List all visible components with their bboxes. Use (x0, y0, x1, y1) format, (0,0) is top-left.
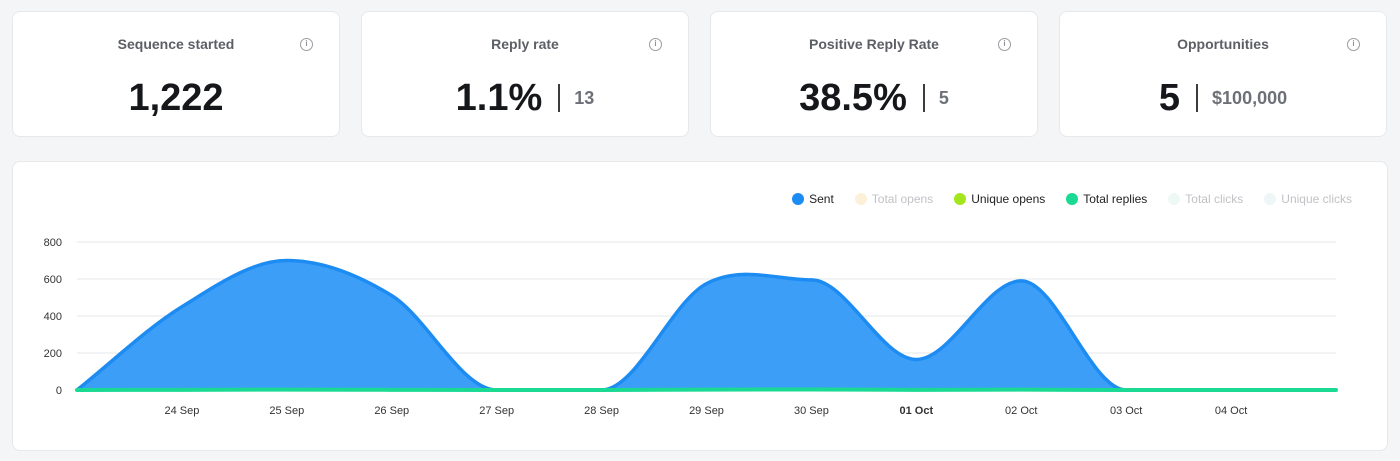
x-tick-label: 30 Sep (794, 405, 829, 417)
legend-dot (1168, 193, 1181, 205)
card-value: 38.5% (799, 77, 907, 119)
legend-item-total-replies[interactable]: Total replies (1066, 192, 1147, 206)
card-value: 5 (1158, 77, 1181, 119)
y-tick-label: 200 (44, 348, 62, 360)
legend-item-unique-opens[interactable]: Unique opens (954, 192, 1045, 206)
legend-dot (954, 193, 967, 205)
y-tick-label: 600 (44, 274, 62, 286)
legend-item-total-opens[interactable]: Total opens (854, 192, 934, 206)
legend-label: Sent (809, 192, 834, 206)
card-title: Reply rate (491, 36, 559, 52)
x-tick-label: 27 Sep (479, 405, 514, 417)
legend-dot (1264, 193, 1277, 205)
card-subvalue: 5 (938, 88, 949, 108)
y-tick-label: 0 (56, 385, 62, 397)
legend-item-sent[interactable]: Sent (792, 192, 834, 206)
stats-cards: Sequence started i 1,222 Reply rate i 1.… (12, 11, 1388, 138)
value-divider (1196, 84, 1199, 112)
x-tick-label: 25 Sep (269, 405, 304, 417)
x-tick-label: 01 Oct (900, 405, 934, 417)
card-value-row: 1,222 (13, 76, 339, 120)
stat-card-positive-reply-rate: Positive Reply Rate i 38.5% 5 (710, 11, 1038, 137)
x-tick-label: 02 Oct (1005, 405, 1037, 417)
x-tick-label: 24 Sep (164, 405, 199, 417)
legend-item-total-clicks[interactable]: Total clicks (1168, 192, 1243, 206)
sent-area (77, 260, 1336, 390)
card-value-row: 38.5% 5 (711, 76, 1037, 120)
stat-card-reply-rate: Reply rate i 1.1% 13 (361, 11, 689, 137)
sent-line (75, 258, 1336, 392)
legend-dot (854, 193, 867, 205)
y-tick-label: 400 (44, 311, 62, 323)
legend-item-unique-clicks[interactable]: Unique clicks (1264, 192, 1352, 206)
card-subvalue: $100,000 (1212, 88, 1288, 108)
legend-dot (1066, 193, 1079, 205)
chart-legend: Sent Total opens Unique opens Total repl… (771, 192, 1352, 206)
value-divider (922, 84, 925, 112)
info-icon[interactable]: i (649, 38, 662, 51)
legend-label: Unique opens (971, 192, 1046, 206)
legend-label: Total clicks (1185, 192, 1244, 206)
legend-dot (792, 193, 805, 205)
x-tick-label: 29 Sep (689, 405, 724, 417)
y-tick-label: 800 (44, 237, 62, 249)
x-tick-label: 04 Oct (1215, 405, 1247, 417)
card-subvalue: 13 (574, 88, 595, 108)
card-title: Sequence started (117, 36, 235, 52)
info-icon[interactable]: i (1347, 38, 1360, 51)
legend-label: Total replies (1083, 192, 1148, 206)
legend-label: Unique clicks (1281, 192, 1352, 206)
card-value-row: 1.1% 13 (362, 76, 688, 120)
card-value-row: 5 $100,000 (1060, 76, 1386, 120)
x-tick-label: 26 Sep (374, 405, 409, 417)
card-value: 1,222 (128, 77, 224, 119)
value-divider (558, 84, 561, 112)
stat-card-sequence-started: Sequence started i 1,222 (12, 11, 340, 137)
total-replies-line (75, 387, 1338, 392)
x-tick-label: 03 Oct (1110, 405, 1142, 417)
card-title: Positive Reply Rate (809, 36, 939, 52)
legend-label: Total opens (871, 192, 934, 206)
x-tick-label: 28 Sep (584, 405, 619, 417)
info-icon[interactable]: i (998, 38, 1011, 51)
card-title: Opportunities (1177, 36, 1269, 52)
info-icon[interactable]: i (300, 38, 313, 51)
card-value: 1.1% (455, 77, 543, 119)
stat-card-opportunities: Opportunities i 5 $100,000 (1059, 11, 1387, 137)
